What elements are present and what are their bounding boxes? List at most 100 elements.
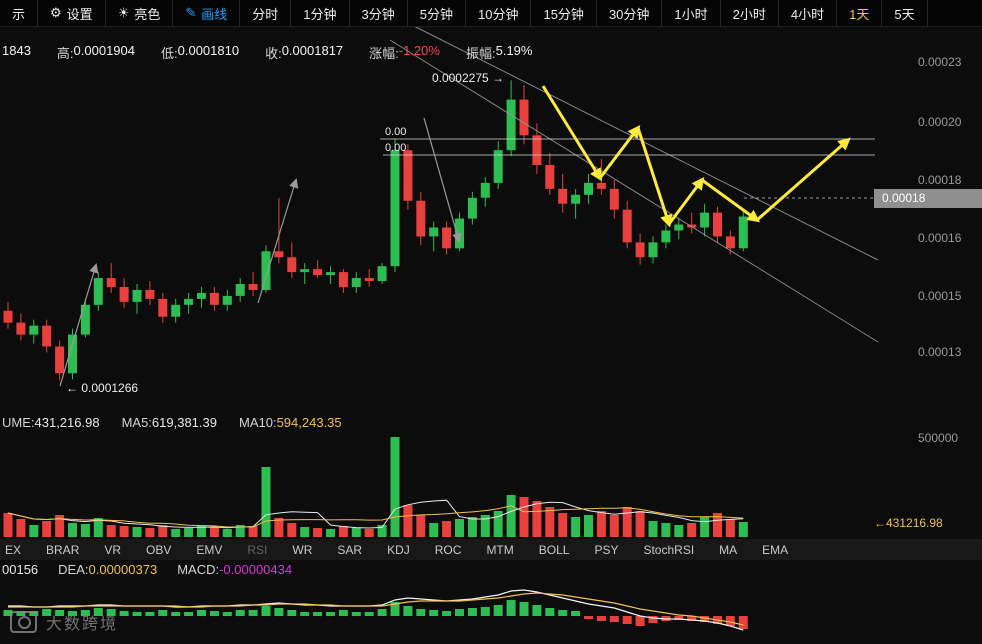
tab-emv[interactable]: EMV [196,542,223,557]
annotations-layer: 0.0002275 → ← 0.0001266 0.00 0.00 [66,71,504,395]
candles-layer [3,80,748,381]
toolbar-item-draw-line[interactable]: ✎ 画线 [173,0,241,26]
volstat-ma5: MA5: 619,381.39 [121,415,217,430]
toolbar-item-time-1min[interactable]: 1分钟 [291,0,350,26]
trend-channel-line [389,39,879,343]
axis-label: 500000 [918,431,959,445]
toolbar-item-label: 1天 [849,6,870,22]
ohlc-amplitude: 振幅: 5.19% [465,43,533,61]
ohlc-close: 收: 0.0001817 [265,43,344,61]
toolbar-item-time-30min[interactable]: 30分钟 [597,0,663,26]
drawings-layer[interactable] [59,13,879,387]
tab-kdj[interactable]: KDJ [387,542,410,557]
toolbar-item-time-4hour[interactable]: 4小时 [779,0,838,26]
tab-sar[interactable]: SAR [337,542,363,557]
toolbar-item-label: 画线 [201,6,228,22]
ohlc-bar: 1843 高: 0.0001904 低: 0.0001810 收: 0.0001817 涨幅:… [2,43,532,62]
toolbar-item-label: 30分钟 [608,6,650,22]
tab-brar[interactable]: BRAR [46,542,80,557]
volume-header: UME: 431,216.98 MA5: 619,381.39 MA10: 594,243… [2,415,342,430]
ohlc-change: 涨幅: -1.20% [369,43,440,61]
toolbar-item-light-mode[interactable]: ☀ 亮色 [106,0,174,26]
axis-label: 0.00013 [918,345,962,359]
peak-price-label: 0.0002275 → [432,71,504,85]
macdstat-dif: 00156 [2,562,39,577]
low-price-label: ← 0.0001266 [66,381,138,395]
sun-icon: ☀ [117,5,130,20]
watermark: 大数跨境 [10,610,118,634]
macdstat-macd: MACD: -0.00000434 [177,562,293,577]
tab-vr[interactable]: VR [104,542,122,557]
pencil-icon: ✎ [185,5,197,20]
tab-roc[interactable]: ROC [434,542,462,557]
tab-wr[interactable]: WR [292,542,313,557]
toolbar-item-time-5day[interactable]: 5天 [882,0,928,26]
trend-arrow [257,178,299,304]
volume-layer [3,437,748,537]
indicator-tabs: EX BRAR VR OBV EMV RSI WR SAR KDJ ROC MTM BOLL PSY St… [0,539,982,560]
trend-arrow [423,117,462,243]
toolbar-item-time-10min[interactable]: 10分钟 [466,0,532,26]
toolbar-item-label: 亮色 [134,6,161,22]
toolbar-item-label: 设置 [66,6,93,22]
axis-label: 0.00018 [918,173,962,187]
ohlc-low: 低: 0.0001810 [161,43,240,61]
tab-stochrsi[interactable]: StochRSI [643,542,695,557]
toolbar-item-label: 15分钟 [543,6,584,22]
toolbar-item-time-2hour[interactable]: 2小时 [721,0,779,26]
zigzag-annotation-arrow [598,124,641,179]
axis-label: 0.00023 [918,55,962,69]
ohlc-high: 高: 0.0001904 [56,43,135,61]
ohlc-open: 1843 [2,43,31,58]
toolbar-item-time-line[interactable]: 分时 [240,0,292,26]
axis-label: 0.00016 [918,231,962,245]
hline-label: 0.00 [385,126,406,138]
volstat-ma10: MA10: 594,243.35 [239,415,342,430]
tab-rsi[interactable]: RSI [247,542,268,557]
toolbar-item-show-partial[interactable]: 示 [0,0,39,26]
toolbar: 示 ⚙ 设置 ☀ 亮色 ✎ 画线 分时 1分钟 3分钟 5分钟 10分钟 15分钟 30分钟 1小时 2小时 4… [0,0,982,27]
tab-mtm[interactable]: MTM [486,542,514,557]
axis-label: 0.00020 [918,115,962,129]
tab-boll[interactable]: BOLL [538,542,570,557]
toolbar-item-label: 3分钟 [361,6,395,22]
tab-ex[interactable]: EX [5,542,22,557]
toolbar-item-time-3min[interactable]: 3分钟 [350,0,408,26]
zigzag-annotation-arrow [667,176,705,225]
hline-label: 0.00 [385,142,406,154]
volstat-volume: UME: 431,216.98 [2,415,100,430]
zigzag-annotation-arrow [636,127,673,228]
zigzag-annotation-arrow [541,85,602,182]
toolbar-item-label: 4小时 [790,6,825,22]
toolbar-item-settings[interactable]: ⚙ 设置 [38,0,106,26]
toolbar-item-label: 5天 [894,6,915,22]
tab-ema[interactable]: EMA [762,542,789,557]
toolbar-item-time-5min[interactable]: 5分钟 [408,0,466,26]
watermark-text: 大数跨境 [46,616,119,633]
tab-psy[interactable]: PSY [594,542,619,557]
toolbar-item-time-1day[interactable]: 1天 [837,0,883,26]
toolbar-item-time-1hour[interactable]: 1小时 [662,0,721,26]
macd-header: 00156 DEA: 0.00000373 MACD: -0.00000434 [2,562,292,577]
toolbar-item-label: 1分钟 [303,6,337,22]
current-price-badge: 0.00018 [874,189,982,208]
axis-label: 0.00015 [918,289,962,303]
gear-icon: ⚙ [50,5,62,20]
zigzag-annotation-arrow [756,137,851,222]
tab-ma[interactable]: MA [719,542,738,557]
zigzag-annotation-arrow [701,178,761,223]
toolbar-item-label: 1小时 [674,6,708,22]
macdstat-dea: DEA: 0.00000373 [58,562,158,577]
macd-layer [3,589,748,631]
toolbar-item-label: 分时 [252,6,279,22]
toolbar-item-label: 5分钟 [419,6,453,22]
toolbar-item-label: 示 [12,6,26,22]
trend-arrow [59,263,99,387]
toolbar-item-label: 10分钟 [478,6,519,22]
toolbar-item-time-15min[interactable]: 15分钟 [531,0,597,26]
watermark-logo-icon [10,611,37,633]
toolbar-item-label: 2小时 [732,6,766,22]
tab-obv[interactable]: OBV [146,542,172,557]
